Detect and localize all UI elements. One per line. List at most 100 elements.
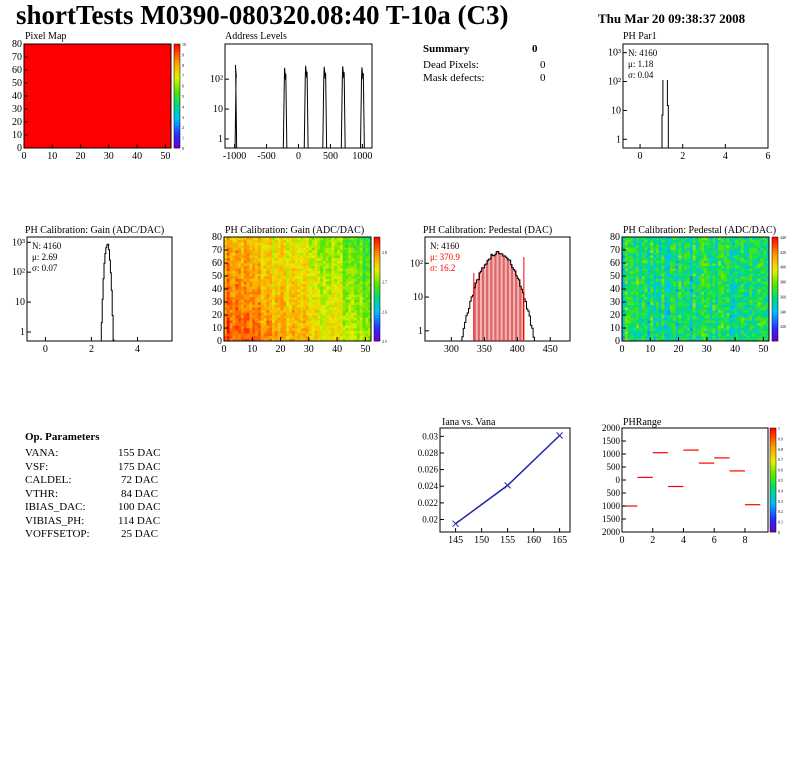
heatmap-cell bbox=[297, 312, 301, 316]
heatmap-cell bbox=[280, 304, 284, 308]
heatmap-cell bbox=[658, 317, 662, 321]
heatmap-cell bbox=[257, 317, 262, 321]
heatmap-cell bbox=[661, 312, 665, 316]
heatmap-cell bbox=[365, 252, 369, 256]
heatmap-cell bbox=[740, 302, 744, 305]
heatmap-cell bbox=[633, 338, 637, 342]
heatmap-cell bbox=[638, 335, 643, 339]
heatmap-cell bbox=[624, 273, 628, 277]
heatmap-cell bbox=[650, 291, 654, 295]
heatmap-cell bbox=[263, 325, 267, 329]
heatmap-cell bbox=[269, 270, 273, 274]
heatmap-cell bbox=[638, 283, 643, 287]
heatmap-cell bbox=[732, 247, 736, 251]
heatmap-cell bbox=[328, 322, 332, 326]
heatmap-cell bbox=[650, 283, 654, 287]
heatmap-cell bbox=[322, 276, 327, 279]
heatmap-cell bbox=[368, 242, 372, 246]
heatmap-cell bbox=[303, 276, 307, 279]
heatmap-cell bbox=[320, 270, 324, 274]
heatmap-cell bbox=[715, 330, 719, 334]
heatmap-cell bbox=[322, 247, 327, 251]
heatmap-cell bbox=[232, 307, 236, 311]
heatmap-cell bbox=[232, 302, 236, 305]
y-tick-label: 1500 bbox=[602, 514, 621, 524]
ph-range-colorbar-segment bbox=[770, 500, 776, 504]
heatmap-cell bbox=[752, 239, 756, 243]
heatmap-cell bbox=[729, 283, 733, 287]
heatmap-cell bbox=[238, 291, 242, 295]
heatmap-cell bbox=[757, 239, 761, 243]
heatmap-cell bbox=[260, 291, 264, 295]
heatmap-cell bbox=[622, 270, 626, 274]
heatmap-cell bbox=[348, 315, 352, 318]
heatmap-cell bbox=[647, 325, 651, 329]
heatmap-cell bbox=[757, 299, 761, 303]
heatmap-cell bbox=[297, 263, 301, 266]
heatmap-cell bbox=[325, 260, 329, 264]
heatmap-cell bbox=[687, 237, 691, 240]
heatmap-cell bbox=[667, 335, 671, 339]
heatmap-cell bbox=[735, 320, 739, 324]
heatmap-cell bbox=[232, 335, 236, 339]
heatmap-cell bbox=[703, 302, 708, 305]
heatmap-cell bbox=[737, 278, 742, 282]
heatmap-cell bbox=[678, 315, 682, 318]
heatmap-cell bbox=[311, 338, 315, 342]
heatmap-cell bbox=[627, 307, 631, 311]
heatmap-cell bbox=[712, 281, 716, 285]
heatmap-cell bbox=[328, 309, 332, 313]
heatmap-cell bbox=[687, 278, 691, 282]
heatmap-cell bbox=[715, 309, 719, 313]
heatmap-cell bbox=[633, 268, 637, 272]
heatmap-cell bbox=[675, 239, 679, 243]
heatmap-cell bbox=[286, 273, 290, 277]
heatmap-cell bbox=[712, 257, 716, 261]
heatmap-cell bbox=[351, 333, 355, 337]
heatmap-cell bbox=[246, 270, 250, 274]
heatmap-cell bbox=[317, 276, 321, 279]
heatmap-cell bbox=[766, 263, 770, 266]
heatmap-cell bbox=[715, 294, 719, 298]
heatmap-cell bbox=[235, 296, 239, 300]
heatmap-cell bbox=[246, 283, 250, 287]
heatmap-cell bbox=[255, 312, 259, 316]
heatmap-cell bbox=[749, 333, 753, 337]
heatmap-cell bbox=[328, 283, 332, 287]
heatmap-cell bbox=[266, 237, 270, 240]
heatmap-cell bbox=[238, 317, 242, 321]
heatmap-cell bbox=[735, 270, 739, 274]
y-tick-label: 80 bbox=[12, 39, 22, 50]
heatmap-cell bbox=[681, 239, 685, 243]
heatmap-cell bbox=[260, 273, 264, 277]
heatmap-cell bbox=[356, 250, 360, 253]
heatmap-cell bbox=[331, 333, 335, 337]
heatmap-cell bbox=[272, 286, 276, 290]
heatmap-cell bbox=[272, 322, 276, 326]
heatmap-cell bbox=[672, 302, 677, 305]
heatmap-cell bbox=[291, 320, 295, 324]
heatmap-cell bbox=[636, 237, 640, 240]
heatmap-cell bbox=[322, 291, 327, 295]
heatmap-cell bbox=[263, 260, 267, 264]
heatmap-cell bbox=[243, 283, 247, 287]
heatmap-cell bbox=[737, 312, 742, 316]
plot-frame bbox=[424, 236, 571, 342]
heatmap-cell bbox=[670, 244, 674, 248]
heatmap-cell bbox=[661, 244, 665, 248]
heatmap-cell bbox=[763, 276, 767, 279]
heatmap-cell bbox=[718, 291, 722, 295]
heatmap-cell bbox=[729, 333, 733, 337]
ph-range-colorbar-segment bbox=[770, 526, 776, 530]
heatmap-cell bbox=[274, 244, 279, 248]
heatmap-cell bbox=[624, 322, 628, 326]
heatmap-cell bbox=[266, 247, 270, 251]
heatmap-cell bbox=[289, 317, 293, 321]
chart-title: Pixel Map bbox=[25, 31, 67, 42]
heatmap-cell bbox=[243, 255, 247, 259]
heatmap-cell bbox=[636, 257, 640, 261]
heatmap-cell bbox=[624, 239, 628, 243]
heatmap-cell bbox=[712, 244, 716, 248]
heatmap-cell bbox=[238, 294, 242, 298]
heatmap-cell bbox=[263, 330, 267, 334]
